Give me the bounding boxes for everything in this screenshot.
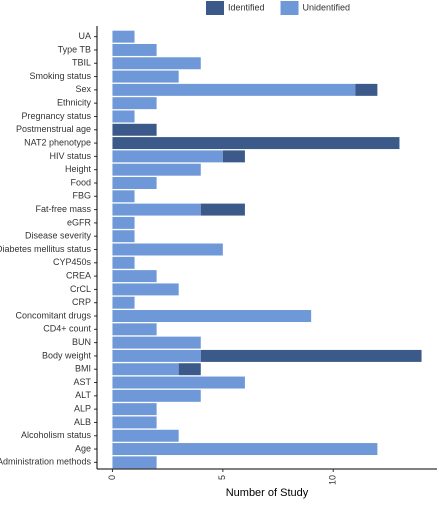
x-tick-label: 5: [217, 475, 227, 480]
bar-segment: [112, 270, 157, 283]
bar-segment: [112, 336, 201, 349]
bar-segment: [222, 150, 245, 163]
bar-segment: [112, 216, 135, 229]
y-tick-label: CrCL: [70, 284, 91, 294]
y-tick-label: NAT2 phenotype: [24, 137, 91, 147]
bar-segment: [112, 137, 400, 150]
y-tick-label: Height: [65, 164, 92, 174]
y-tick-label: CD4+ count: [43, 324, 91, 334]
y-tick-label: CREA: [66, 270, 91, 280]
y-tick-label: Ethnicity: [57, 98, 92, 108]
bar-segment: [112, 323, 157, 336]
y-tick-label: FBG: [72, 191, 91, 201]
y-tick-label: HIV status: [49, 151, 91, 161]
x-tick-label: 0: [107, 475, 117, 480]
legend-label: Unidentified: [303, 2, 351, 12]
y-tick-label: Sex: [75, 84, 91, 94]
legend-swatch: [280, 1, 299, 15]
bar-segment: [112, 57, 201, 70]
y-tick-label: Type TB: [58, 44, 91, 54]
y-tick-label: CYP450s: [53, 257, 92, 267]
y-tick-label: Age: [75, 443, 91, 453]
y-tick-label: eGFR: [67, 217, 92, 227]
bar-segment: [112, 256, 135, 269]
bar-segment: [178, 363, 201, 376]
y-tick-label: Administration methods: [0, 457, 91, 467]
bar-segment: [112, 310, 312, 323]
x-axis-title: Number of Study: [226, 487, 309, 499]
bar-segment: [112, 230, 135, 243]
bar-segment: [112, 363, 179, 376]
bar-segment: [112, 376, 245, 389]
y-tick-label: Diabetes mellitus status: [0, 244, 91, 254]
bar-segment: [112, 203, 201, 216]
y-tick-label: Postmenstrual age: [16, 124, 91, 134]
bar-segment: [112, 30, 135, 43]
bar-segment: [112, 429, 179, 442]
bar-segment: [112, 123, 157, 136]
y-tick-label: Food: [70, 177, 91, 187]
legend-label: Identified: [228, 2, 265, 12]
bar-segment: [112, 97, 157, 110]
bar-segment: [112, 110, 135, 123]
bar-segment: [112, 83, 356, 96]
bar-segment: [200, 349, 422, 362]
y-tick-label: Fat-free mass: [35, 204, 91, 214]
bar-segment: [112, 283, 179, 296]
y-tick-label: ALT: [75, 390, 91, 400]
bar-segment: [200, 203, 245, 216]
y-tick-label: Pregnancy status: [21, 111, 91, 121]
y-tick-label: Concomitant drugs: [15, 310, 91, 320]
y-tick-label: Alcoholism status: [21, 430, 92, 440]
y-tick-label: AST: [73, 377, 91, 387]
bar-segment: [112, 243, 223, 256]
y-tick-label: Smoking status: [29, 71, 91, 81]
y-tick-label: ALB: [74, 417, 91, 427]
bar-segment: [112, 176, 157, 189]
bar-segment: [112, 416, 157, 429]
bar-segment: [112, 443, 378, 456]
bar-segment: [112, 456, 157, 469]
y-tick-label: TBIL: [72, 58, 91, 68]
bar-segment: [112, 403, 157, 416]
bar-segment: [112, 70, 179, 83]
y-tick-label: UA: [78, 31, 91, 41]
y-tick-label: BUN: [72, 337, 91, 347]
y-tick-label: BMI: [75, 364, 91, 374]
y-tick-label: Disease severity: [25, 231, 92, 241]
y-tick-label: Body weight: [42, 350, 92, 360]
bar-segment: [355, 83, 378, 96]
bar-segment: [112, 150, 223, 163]
bar-segment: [112, 43, 157, 56]
bar-segment: [112, 349, 201, 362]
x-tick-label: 10: [328, 475, 338, 485]
bar-segment: [112, 190, 135, 203]
bar-segment: [112, 389, 201, 402]
y-tick-label: CRP: [72, 297, 91, 307]
y-tick-label: ALP: [74, 404, 91, 414]
bar-segment: [112, 163, 201, 176]
legend-swatch: [206, 1, 224, 15]
bar-segment: [112, 296, 135, 309]
